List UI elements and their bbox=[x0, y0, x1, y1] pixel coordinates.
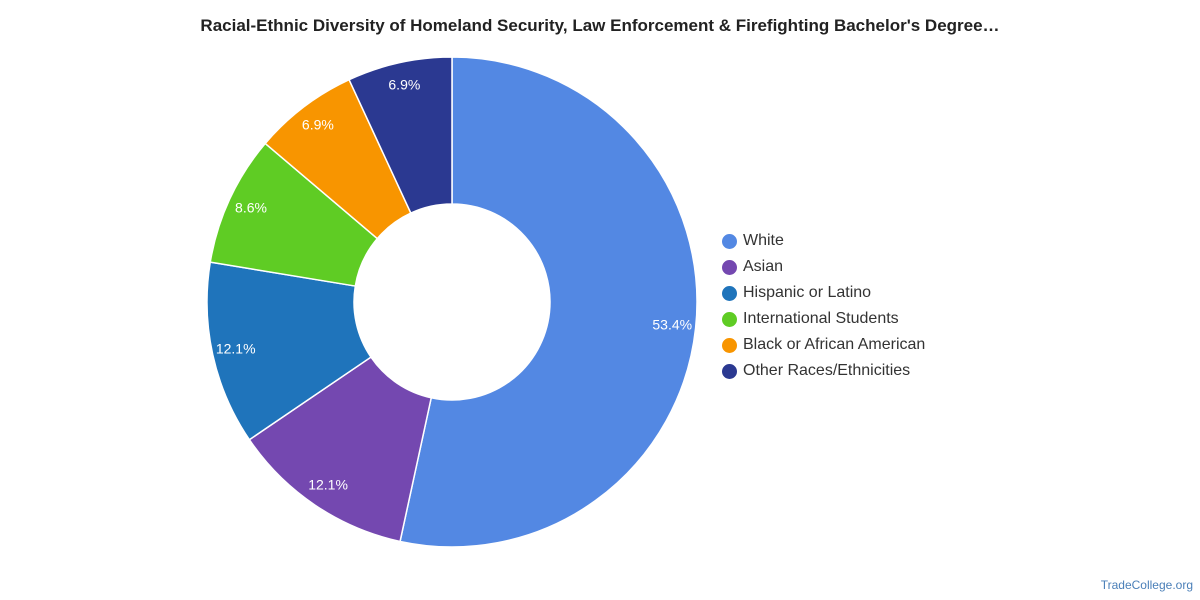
source-credit[interactable]: TradeCollege.org bbox=[1100, 578, 1193, 592]
legend-label: Other Races/Ethnicities bbox=[743, 362, 911, 379]
pie-slice-5[interactable] bbox=[348, 56, 453, 215]
legend-swatch bbox=[722, 259, 737, 275]
legend-item[interactable]: Hispanic or Latino bbox=[722, 280, 925, 306]
slice-label-2: 12.1% bbox=[216, 340, 256, 356]
pie-slice-1[interactable] bbox=[248, 356, 433, 543]
slice-label-5: 6.9% bbox=[388, 76, 420, 92]
legend-item[interactable]: Other Races/Ethnicities bbox=[722, 358, 925, 384]
slice-label-4: 6.9% bbox=[302, 116, 334, 132]
legend-label: International Students bbox=[743, 310, 899, 327]
legend-label: Black or African American bbox=[743, 336, 926, 353]
legend-swatch bbox=[722, 233, 737, 249]
legend-label: Asian bbox=[743, 258, 784, 275]
pie-slice-0[interactable] bbox=[399, 56, 698, 548]
legend-item[interactable]: Black or African American bbox=[722, 332, 925, 358]
chart-legend: White Asian Hispanic or Latino Internationa… bbox=[722, 228, 925, 384]
legend-swatch bbox=[722, 311, 737, 327]
legend-item[interactable]: White bbox=[722, 228, 925, 254]
slice-label-3: 8.6% bbox=[235, 200, 267, 216]
slice-label-1: 12.1% bbox=[308, 476, 348, 492]
pie-slice-2[interactable] bbox=[206, 261, 372, 441]
legend-swatch bbox=[722, 363, 737, 379]
chart-title: Racial-Ethnic Diversity of Homeland Secu… bbox=[200, 16, 1000, 35]
legend-label: Hispanic or Latino bbox=[743, 284, 872, 301]
legend-swatch bbox=[722, 337, 737, 353]
legend-swatch bbox=[722, 285, 737, 301]
legend-item[interactable]: Asian bbox=[722, 254, 925, 280]
legend-item[interactable]: International Students bbox=[722, 306, 925, 332]
legend-label: White bbox=[743, 232, 784, 249]
slice-label-0: 53.4% bbox=[652, 316, 692, 332]
